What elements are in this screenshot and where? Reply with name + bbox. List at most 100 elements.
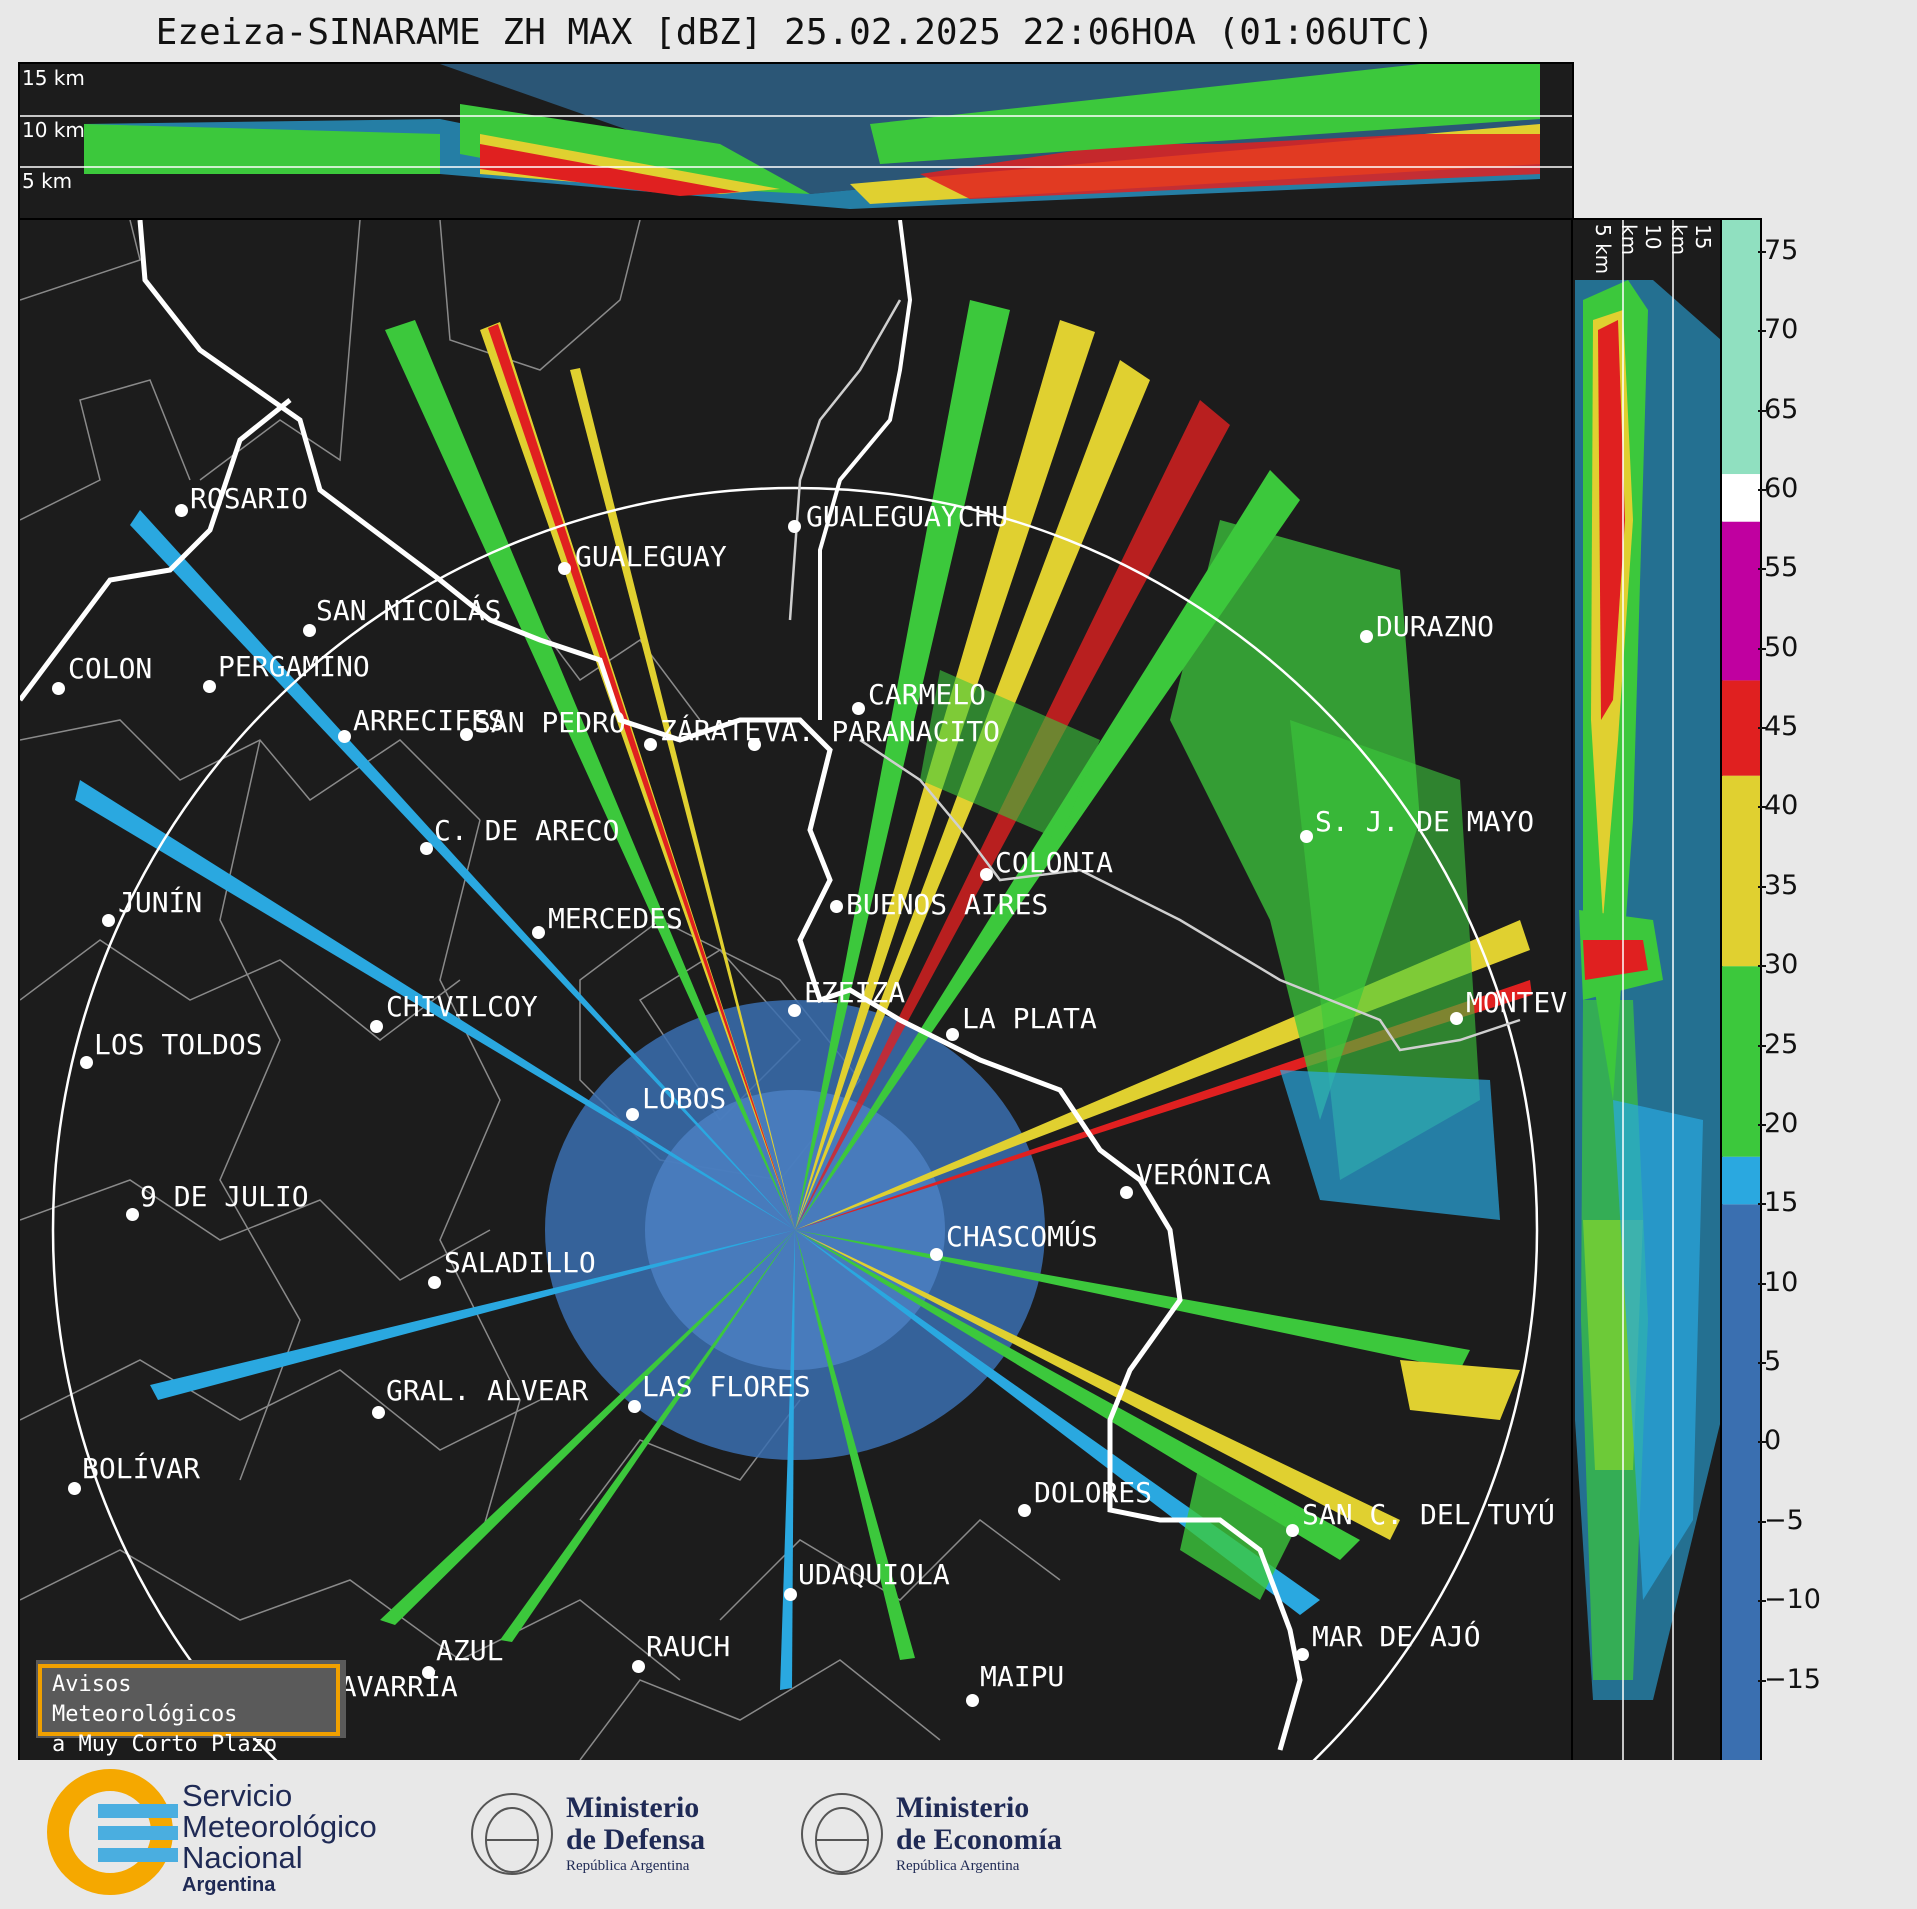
range-ring (51, 486, 1539, 1760)
map-title: Ezeiza-SINARAME ZH MAX [dBZ] 25.02.2025 … (155, 12, 1435, 53)
avisos-link[interactable]: Avisos Meteorológicos a Muy Corto Plazo (38, 1664, 340, 1757)
city-dot-montevideo (1450, 1012, 1463, 1025)
avisos-line-2: a Muy Corto Plazo (52, 1732, 278, 1757)
city-dot-arrecifes (338, 730, 351, 743)
defensa-line-1: Ministerio (566, 1791, 700, 1824)
city-dot-saladillo (428, 1276, 441, 1289)
city-dot-mar-de-ajo (1296, 1648, 1309, 1661)
argentina-shield-icon-economia (801, 1793, 883, 1875)
colorbar-tick-mark (1758, 568, 1766, 571)
city-label-zarate: ZÁRATE (660, 714, 762, 747)
city-label-s-j-de-mayo: S. J. DE MAYO (1315, 805, 1535, 838)
economia-line-1: Ministerio (896, 1791, 1030, 1824)
city-dot-rosario (175, 504, 188, 517)
city-label-9-de-julio: 9 DE JULIO (140, 1180, 309, 1213)
city-dot-buenos-aires (830, 900, 843, 913)
defensa-line-3: República Argentina (566, 1858, 690, 1874)
smn-logo-icon (47, 1769, 178, 1895)
colorbar-tick-mark (1758, 1203, 1766, 1206)
city-dot-carmelo (852, 702, 865, 715)
city-dot-c-de-areco (420, 842, 433, 855)
city-label-san-pedro: SAN PEDRO (474, 706, 626, 739)
side-cross-section-plot (1575, 220, 1721, 1760)
city-dot-san-nicolas (303, 624, 316, 637)
colorbar-tick-label: 30 (1764, 949, 1799, 981)
colorbar-tick-mark (1758, 885, 1766, 888)
colorbar-tick-label: 15 (1764, 1187, 1799, 1219)
city-dot-s-j-de-mayo (1300, 830, 1313, 843)
city-label-ezeiza: EZEIZA (804, 976, 906, 1009)
footer-logos-svg (47, 1769, 883, 1895)
economia-line-2: de Economía (896, 1823, 1062, 1856)
side-alt-label-10: 10 km (1617, 224, 1665, 256)
colorbar-tick-mark (1758, 1441, 1766, 1444)
city-label-las-flores: LAS FLORES (642, 1370, 811, 1403)
city-label-san-c-del-tuyu: SAN C. DEL TUYÚ (1302, 1498, 1555, 1531)
city-label-pergamino: PERGAMINO (218, 650, 370, 683)
city-dot-durazno (1360, 630, 1373, 643)
economia-logo-text: Ministerio de Economía República Argenti… (896, 1792, 1062, 1876)
city-label-maipu: MAIPU (980, 1660, 1065, 1693)
city-dot-chascomus (930, 1248, 943, 1261)
city-dot-maipu (966, 1694, 979, 1707)
city-dot-9-de-julio (126, 1208, 139, 1221)
city-dot-las-flores (628, 1400, 641, 1413)
city-dot-colonia (980, 868, 993, 881)
colorbar-tick-mark (1758, 330, 1766, 333)
city-label-va-paranacito: VA. PARANACITO (764, 715, 1001, 748)
city-dot-rauch (632, 1660, 645, 1673)
city-dot-gualeguay (558, 562, 571, 575)
colorbar-tick-mark (1758, 1123, 1766, 1126)
side-alt-label-5: 5 km (1591, 224, 1615, 275)
side-cross-section-panel: 5 km 10 km 15 km (1571, 218, 1723, 1762)
colorbar-tick-label: −15 (1764, 1663, 1821, 1695)
city-label-carmelo: CARMELO (868, 678, 987, 711)
colorbar-tick-label: 10 (1764, 1266, 1799, 1298)
colorbar-tick-label: 65 (1764, 393, 1799, 425)
smn-line-3: Nacional (182, 1840, 303, 1875)
footer: Servicio Meteorológico Nacional Argentin… (0, 1760, 1917, 1909)
city-label-dolores: DOLORES (1034, 1476, 1153, 1509)
city-label-arrecifes: ARRECIFES (353, 704, 505, 737)
city-label-san-nicolas: SAN NICOLÁS (316, 594, 502, 627)
colorbar-band (1722, 1156, 1760, 1205)
city-label-rosario: ROSARIO (190, 482, 309, 515)
city-label-udaquiola: UDAQUIOLA (798, 1558, 950, 1591)
colorbar-tick-mark (1758, 1520, 1766, 1523)
city-dot-la-plata (946, 1028, 959, 1041)
city-label-durazno: DURAZNO (1376, 610, 1495, 643)
city-dot-zarate (644, 738, 657, 751)
city-dot-veronica (1120, 1186, 1133, 1199)
colorbar-band (1722, 220, 1760, 475)
colorbar-tick-mark (1758, 727, 1766, 730)
colorbar-tick-label: 5 (1764, 1346, 1782, 1378)
colorbar-band (1722, 1204, 1760, 1760)
top-cross-section-panel: 15 km 10 km 5 km (18, 62, 1574, 220)
city-dot-udaquiola (784, 1588, 797, 1601)
colorbar-band (1722, 474, 1760, 522)
dbz-colorbar (1720, 218, 1762, 1762)
top-cross-section-plot (20, 64, 1572, 209)
colorbar-tick-label: 40 (1764, 790, 1799, 822)
colorbar-tick-mark (1758, 1044, 1766, 1047)
top-alt-label-5: 5 km (22, 169, 73, 193)
city-label-mercedes: MERCEDES (548, 902, 683, 935)
city-label-buenos-aires: BUENOS AIRES (846, 888, 1049, 921)
defensa-logo-text: Ministerio de Defensa República Argentin… (566, 1792, 705, 1876)
economia-line-3: República Argentina (896, 1858, 1020, 1874)
colorbar-tick-label: −10 (1764, 1584, 1821, 1616)
defensa-line-2: de Defensa (566, 1823, 706, 1856)
radar-map-svg (20, 220, 1539, 1760)
colorbar-tick-label: −5 (1764, 1504, 1804, 1536)
city-dot-los-toldos (80, 1056, 93, 1069)
city-dot-colon (52, 682, 65, 695)
city-label-c-de-areco: C. DE ARECO (434, 814, 620, 847)
smn-line-2: Meteorológico (182, 1809, 377, 1844)
city-label-gualeguaychu: GUALEGUAYCHU (806, 500, 1009, 533)
city-dot-ezeiza (788, 1004, 801, 1017)
city-label-mar-de-ajo: MAR DE AJÓ (1312, 1620, 1481, 1653)
colorbar-band (1722, 966, 1760, 1157)
city-dot-dolores (1018, 1504, 1031, 1517)
city-label-azul: AZUL (436, 1634, 504, 1667)
city-label-la-plata: LA PLATA (962, 1002, 1097, 1035)
